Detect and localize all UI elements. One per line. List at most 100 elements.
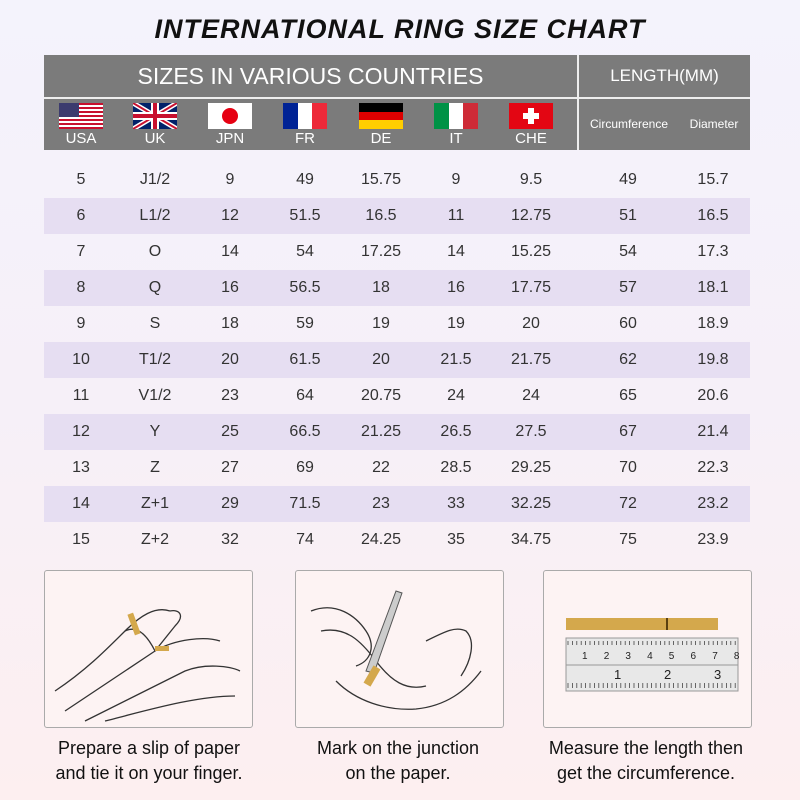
cell-diameter: 20.6 (697, 387, 729, 404)
cell-uk: S (149, 315, 161, 332)
caption-line: Measure the length then (548, 738, 744, 758)
paper-strip (127, 612, 141, 636)
cell-fr: 64 (296, 387, 314, 404)
length-header: LENGTH(MM) (610, 66, 719, 85)
cell-de: 22 (372, 459, 390, 476)
cell-jpn: 9 (225, 171, 235, 188)
cell-jpn: 23 (221, 387, 239, 404)
cell-de: 23 (372, 495, 390, 512)
country-code: FR (295, 130, 315, 147)
cell-circumference: 49 (619, 171, 637, 188)
ruler-label: 3 (714, 667, 721, 682)
cell-jpn: 25 (221, 423, 239, 440)
country-column-uk: UK (125, 103, 185, 147)
cell-diameter: 23.2 (697, 495, 729, 512)
cell-it: 14 (447, 243, 465, 260)
cell-usa: 8 (76, 279, 86, 296)
country-column-de: DE (351, 103, 411, 147)
cell-de: 15.75 (360, 171, 402, 188)
cell-usa: 6 (76, 207, 86, 224)
cell-fr: 49 (296, 171, 314, 188)
cell-circumference: 62 (619, 351, 637, 368)
paper-strip (155, 646, 169, 651)
table-row: 5 J1/2 9 49 15.75 9 9.5 49 15.7 (44, 162, 750, 198)
cell-che: 24 (522, 387, 540, 404)
cell-che: 34.75 (510, 531, 552, 548)
cell-che: 12.75 (510, 207, 552, 224)
marking-pen-icon (310, 590, 482, 710)
diameter-header: Diameter (689, 117, 739, 131)
cell-it: 11 (447, 207, 465, 224)
cell-fr: 61.5 (289, 351, 321, 368)
cell-usa: 10 (72, 351, 90, 368)
cell-circumference: 75 (619, 531, 637, 548)
country-column-jpn: JPN (200, 103, 260, 147)
table-row: 10 T1/2 20 61.5 20 21.5 21.75 62 19.8 (44, 342, 750, 378)
ruler-label: 2 (664, 667, 671, 682)
cell-fr: 66.5 (289, 423, 321, 440)
cell-diameter: 18.1 (697, 279, 729, 296)
paper-strip (363, 665, 381, 687)
switzerland-flag-icon (509, 103, 553, 129)
cell-usa: 9 (76, 315, 86, 332)
cell-uk: T1/2 (138, 351, 171, 368)
cell-diameter: 19.8 (697, 351, 729, 368)
cell-circumference: 67 (619, 423, 637, 440)
cell-fr: 69 (296, 459, 314, 476)
cell-it: 35 (447, 531, 465, 548)
cell-it: 28.5 (440, 459, 472, 476)
cell-it: 21.5 (440, 351, 472, 368)
cell-uk: Z+2 (140, 531, 169, 548)
hand-with-paper-icon (54, 609, 241, 722)
cell-fr: 54 (296, 243, 314, 260)
cell-uk: J1/2 (139, 171, 171, 188)
country-column-usa: USA (51, 103, 111, 147)
cell-usa: 13 (72, 459, 90, 476)
table-row: 9 S 18 59 19 19 20 60 18.9 (44, 306, 750, 342)
cell-che: 20 (522, 315, 540, 332)
cell-de: 21.25 (360, 423, 402, 440)
cell-che: 15.25 (510, 243, 552, 260)
usa-flag-icon (59, 103, 103, 129)
cell-uk: V1/2 (138, 387, 172, 404)
table-row: 15 Z+2 32 74 24.25 35 34.75 75 23.9 (44, 522, 750, 558)
ruler-label: 1 (582, 651, 588, 662)
cell-circumference: 60 (619, 315, 637, 332)
paper-strip (566, 618, 718, 630)
caption-line: Mark on the junction (316, 738, 480, 758)
cell-usa: 11 (72, 387, 90, 404)
cell-usa: 14 (72, 495, 90, 512)
cell-jpn: 12 (221, 207, 239, 224)
cell-it: 19 (447, 315, 465, 332)
cell-jpn: 16 (221, 279, 239, 296)
cell-che: 29.25 (510, 459, 552, 476)
cell-de: 20.75 (360, 387, 402, 404)
table-header: SIZES IN VARIOUS COUNTRIES LENGTH(MM) US… (44, 55, 750, 150)
cell-it: 9 (451, 171, 461, 188)
cell-circumference: 57 (619, 279, 637, 296)
table-row: 14 Z+1 29 71.5 23 33 32.25 72 23.2 (44, 486, 750, 522)
cell-de: 19 (372, 315, 390, 332)
country-column-fr: FR (275, 103, 335, 147)
cell-de: 24.25 (360, 531, 402, 548)
cell-de: 20 (372, 351, 390, 368)
cell-fr: 59 (296, 315, 314, 332)
cell-che: 21.75 (510, 351, 552, 368)
cell-diameter: 17.3 (697, 243, 729, 260)
cell-usa: 15 (72, 531, 90, 548)
caption-line: and tie it on your finger. (55, 763, 243, 783)
caption-line: on the paper. (345, 763, 451, 783)
country-code: USA (65, 130, 97, 147)
table-row: 6 L1/2 12 51.5 16.5 11 12.75 51 16.5 (44, 198, 750, 234)
country-code: JPN (215, 130, 245, 147)
cell-uk: L1/2 (139, 207, 171, 224)
cell-uk: Z (150, 459, 160, 476)
uk-flag-icon (133, 103, 177, 129)
cell-jpn: 29 (221, 495, 239, 512)
cell-jpn: 14 (221, 243, 239, 260)
table-row: 8 Q 16 56.5 18 16 17.75 57 18.1 (44, 270, 750, 306)
cell-che: 9.5 (519, 171, 543, 188)
cell-diameter: 15.7 (697, 171, 729, 188)
caption-line: get the circumference. (556, 763, 736, 783)
